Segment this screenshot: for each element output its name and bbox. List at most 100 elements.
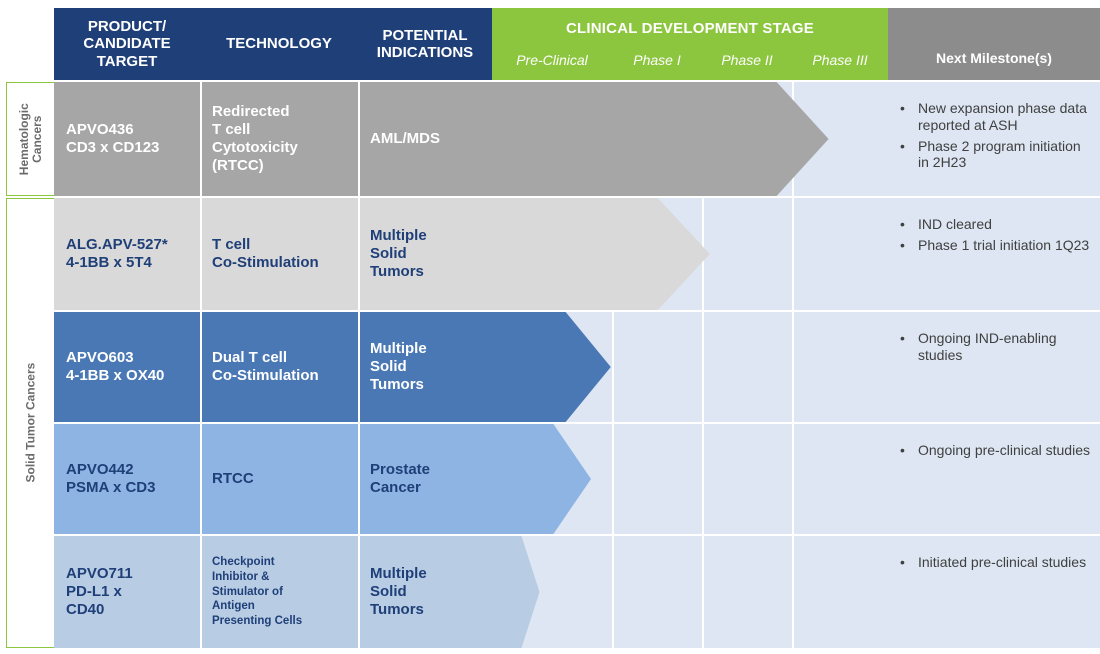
product-cell: APVO603 4-1BB x OX40 [54, 312, 200, 422]
product-cell: APVO436 CD3 x CD123 [54, 82, 200, 196]
indication-text-line: Cancer [370, 479, 421, 496]
stage-track [492, 536, 888, 648]
progress-arrow-shape [492, 198, 710, 310]
header-indications-line1: POTENTIAL [382, 26, 468, 44]
product-name-line: CD40 [66, 601, 105, 618]
progress-arrow [492, 312, 611, 422]
phase-divider [612, 424, 614, 534]
technology-cell: Dual T cell Co-Stimulation [200, 312, 358, 422]
indication-text-line: Solid [370, 583, 407, 600]
header-technology-label: TECHNOLOGY [226, 35, 332, 53]
header-clinical-stage: CLINICAL DEVELOPMENT STAGE Pre-Clinical … [492, 8, 888, 80]
header-indications: POTENTIAL INDICATIONS [358, 8, 492, 80]
phase-divider [612, 312, 614, 422]
indication-text-line: AML/MDS [370, 130, 440, 147]
milestone-item: Ongoing IND-enabling studies [900, 330, 1092, 364]
phase-divider [792, 312, 794, 422]
technology-text-line: Presenting Cells [212, 615, 303, 628]
product-name-line: APVO442 [66, 461, 134, 478]
indication-cell: Multiple Solid Tumors [358, 312, 492, 422]
technology-text-line: Co-Stimulation [212, 367, 319, 384]
phase-divider [792, 536, 794, 648]
indication-cell: Prostate Cancer [358, 424, 492, 534]
row-divider [54, 196, 1100, 198]
product-name-line: APVO603 [66, 349, 134, 366]
indication-text-line: Multiple [370, 227, 427, 244]
progress-arrow-shape [492, 312, 611, 422]
progress-arrow-shape [492, 424, 591, 534]
technology-text-line: Co-Stimulation [212, 254, 319, 271]
milestone-list: Ongoing pre-clinical studies [900, 442, 1092, 459]
product-name-line: ALG.APV-527* [66, 236, 168, 253]
milestone-item: Ongoing pre-clinical studies [900, 442, 1092, 459]
milestone-cell: Ongoing IND-enabling studies [888, 312, 1100, 422]
header-milestone: Next Milestone(s) [888, 8, 1100, 80]
product-cell: APVO442 PSMA x CD3 [54, 424, 200, 534]
indication-text-line: Tumors [370, 601, 424, 618]
product-name-line: APVO436 [66, 121, 134, 138]
group-solid-label: Solid Tumor Cancers [22, 363, 37, 483]
milestone-list: IND cleared Phase 1 trial initiation 1Q23 [900, 216, 1092, 254]
product-cell: ALG.APV-527* 4-1BB x 5T4 [54, 198, 200, 310]
progress-arrow [492, 82, 829, 196]
phase-divider [792, 198, 794, 310]
row-divider [54, 534, 1100, 536]
phase-2: Phase II [721, 52, 773, 68]
indication-text-line: Solid [370, 358, 407, 375]
indication-text-line: Multiple [370, 340, 427, 357]
milestone-cell: IND cleared Phase 1 trial initiation 1Q23 [888, 198, 1100, 310]
progress-arrow-shape [492, 82, 829, 196]
progress-arrow [492, 424, 591, 534]
technology-text-line: Inhibitor & [212, 570, 270, 583]
product-cell: APVO711 PD-L1 x CD40 [54, 536, 200, 648]
product-name-line: PD-L1 x [66, 583, 122, 600]
indication-cell: Multiple Solid Tumors [358, 536, 492, 648]
milestone-item: New expansion phase data reported at ASH [900, 100, 1092, 134]
technology-text-line: T cell [212, 236, 251, 253]
indication-text-line: Solid [370, 245, 407, 262]
indication-text-line: Tumors [370, 376, 424, 393]
header-indications-line2: INDICATIONS [376, 44, 474, 61]
group-hematologic-line1: Hematologic [16, 102, 31, 176]
progress-arrow [492, 536, 540, 648]
phase-divider [612, 536, 614, 648]
technology-text-line: Cytotoxicity [212, 139, 298, 156]
header-product: PRODUCT/CANDIDATE TARGET [54, 8, 200, 80]
milestone-item: IND cleared [900, 216, 1092, 233]
technology-text-line: Stimulator of [212, 585, 283, 598]
phase-1: Phase I [633, 52, 681, 68]
indication-cell: AML/MDS [358, 82, 492, 196]
technology-text-line: Dual T cell [212, 349, 288, 366]
indication-text-line: Prostate [370, 461, 431, 478]
group-solid-tumor: Solid Tumor Cancers [6, 198, 54, 648]
header-technology: TECHNOLOGY [200, 8, 358, 80]
indication-text-line: Multiple [370, 565, 427, 582]
milestone-list: New expansion phase data reported at ASH… [900, 100, 1092, 171]
phase-divider [792, 424, 794, 534]
technology-cell: Checkpoint Inhibitor & Stimulator of Antige… [200, 536, 358, 648]
row-divider [54, 648, 1100, 650]
header-product-line2: CANDIDATE [83, 35, 171, 53]
milestone-item: Initiated pre-clinical studies [900, 554, 1092, 571]
phase-divider [702, 312, 704, 422]
row-divider [54, 310, 1100, 312]
product-name-line: 4-1BB x OX40 [66, 367, 165, 384]
group-hematologic-line2: Cancers [29, 115, 44, 163]
phase-3: Phase III [812, 52, 868, 68]
product-name-line: PSMA x CD3 [66, 479, 156, 496]
technology-text-line: Redirected [212, 103, 290, 120]
phase-preclinical: Pre-Clinical [516, 52, 588, 68]
header-milestone-label: Next Milestone(s) [936, 50, 1052, 66]
technology-text-line: Antigen [212, 600, 255, 613]
milestone-cell: Initiated pre-clinical studies [888, 536, 1100, 648]
milestone-list: Ongoing IND-enabling studies [900, 330, 1092, 364]
technology-text-line: (RTCC) [212, 157, 264, 174]
indication-text-line: Tumors [370, 263, 424, 280]
header-product-line3: TARGET [96, 52, 158, 70]
product-name-line: 4-1BB x 5T4 [66, 254, 152, 271]
technology-text-line: T cell [212, 121, 251, 138]
progress-arrow [492, 198, 710, 310]
milestone-cell: New expansion phase data reported at ASH… [888, 82, 1100, 196]
product-name-line: CD3 x CD123 [66, 139, 160, 156]
technology-cell: T cell Co-Stimulation [200, 198, 358, 310]
